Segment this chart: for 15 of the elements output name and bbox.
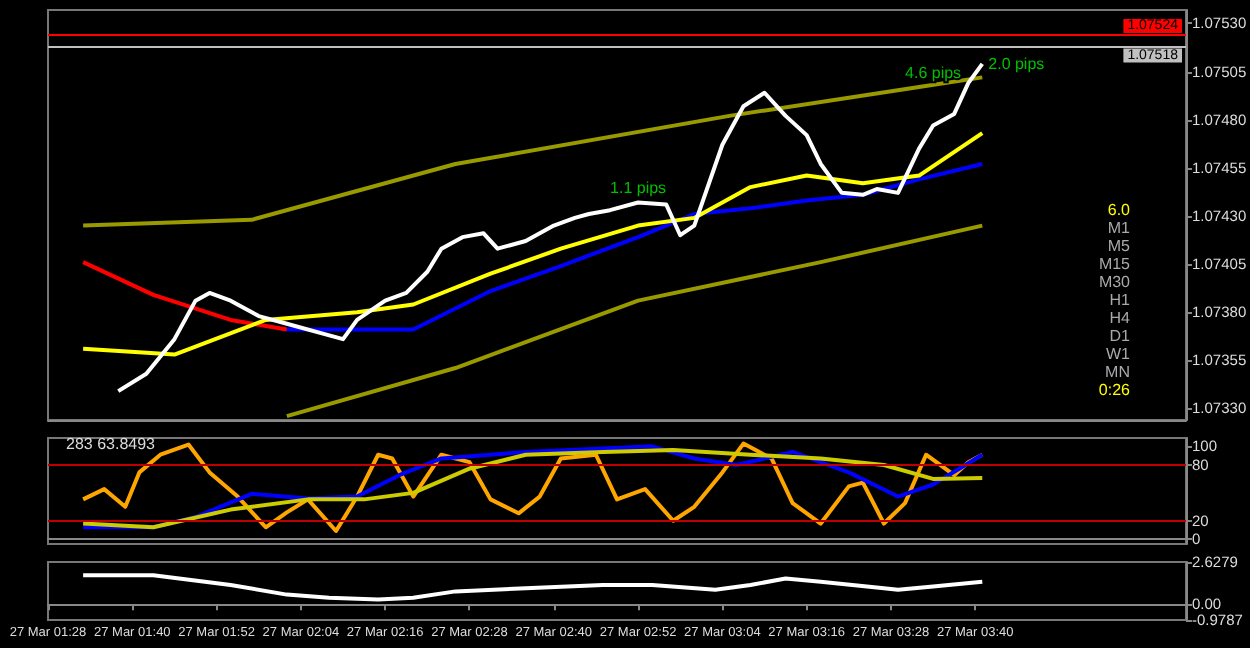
annotation: M5 bbox=[1107, 237, 1132, 255]
annotation: 0:26 bbox=[1098, 381, 1132, 399]
annotation: 6.0 bbox=[1107, 201, 1132, 219]
annotation: 2.0 pips bbox=[988, 54, 1045, 73]
annotation: M15 bbox=[1098, 255, 1132, 273]
annotation: M1 bbox=[1107, 219, 1132, 237]
annotation: M30 bbox=[1098, 273, 1132, 291]
annotation: MN bbox=[1105, 363, 1131, 381]
annotation: 4.6 pips bbox=[905, 64, 962, 82]
annotation: D1 bbox=[1109, 327, 1132, 345]
annotation: 1.1 pips bbox=[610, 179, 667, 198]
annotation: 283 63.8493 bbox=[66, 435, 157, 453]
annotation: W1 bbox=[1106, 345, 1132, 363]
annotation: H4 bbox=[1109, 309, 1132, 327]
annotation: H1 bbox=[1109, 291, 1132, 309]
